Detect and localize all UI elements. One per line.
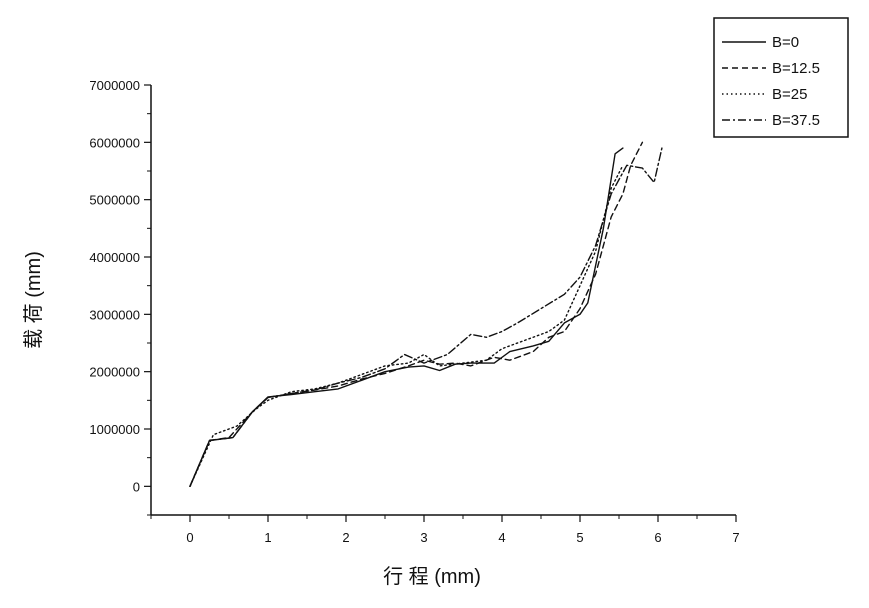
legend-label-4: B=37.5 [772,112,820,129]
axes: 0 1 2 3 4 5 6 7 0 1000000 2000000 3000000 4000000 500… [89,78,739,545]
x-tick-label: 6 [654,530,661,545]
x-tick-label: 2 [342,530,349,545]
legend-label-3: B=25 [772,86,807,103]
x-tick-label: 1 [264,530,271,545]
y-axis-title: 载 荷 (mm) [22,251,45,349]
x-tick-label: 5 [576,530,583,545]
series-line-4 [189,147,663,487]
x-axis-title: 行 程 (mm) [383,565,481,588]
y-tick-label: 3000000 [89,307,140,322]
legend-label-1: B=0 [772,34,799,51]
series-line-2 [189,141,644,487]
y-tick-label: 2000000 [89,365,140,380]
plot-series [189,141,663,487]
y-tick-label: 1000000 [89,422,140,437]
series-line-1 [189,147,624,487]
y-tick-label: 0 [133,479,140,494]
x-tick-label: 7 [732,530,739,545]
legend: B=0 B=12.5 B=25 B=37.5 [713,17,849,138]
x-tick-label: 4 [498,530,505,545]
y-tick-label: 6000000 [89,135,140,150]
legend-label-2: B=12.5 [772,60,820,77]
x-tick-label: 0 [186,530,193,545]
y-tick-label: 7000000 [89,78,140,93]
series-line-3 [189,164,624,487]
x-tick-label: 3 [420,530,427,545]
legend-box [713,17,849,138]
y-tick-label: 5000000 [89,193,140,208]
y-tick-label: 4000000 [89,250,140,265]
